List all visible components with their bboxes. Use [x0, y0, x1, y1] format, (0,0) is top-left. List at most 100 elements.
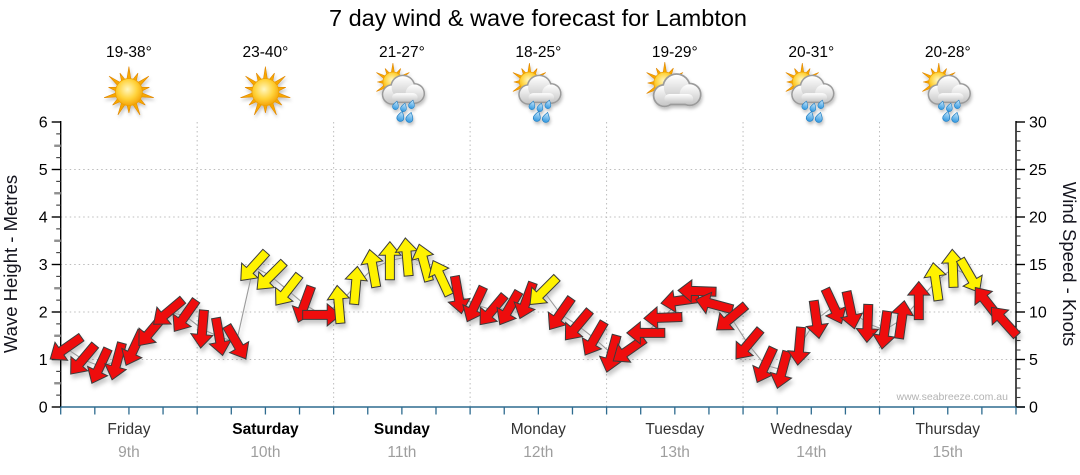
wind-arrow — [496, 288, 524, 326]
weather-icon-sunny — [240, 66, 291, 116]
day-label: Wednesday — [771, 421, 853, 438]
rain-drop — [938, 100, 945, 110]
wind-arrow — [923, 262, 948, 302]
day-label: Tuesday — [645, 421, 704, 438]
wind-arrow — [805, 299, 830, 340]
wind-arrow — [677, 278, 717, 303]
date-label: 14th — [796, 444, 826, 461]
rain-drop — [544, 99, 552, 109]
wind-arrow — [428, 259, 454, 298]
cloud-body — [528, 93, 555, 102]
wind-arrow — [786, 326, 811, 366]
day-label: Monday — [511, 421, 566, 438]
weather-icon-sun-showers — [376, 62, 426, 123]
weather-icon-sun-showers — [785, 62, 835, 123]
wind-arrow — [222, 323, 250, 360]
date-label: 11th — [387, 444, 416, 461]
day-label: Saturday — [232, 421, 299, 438]
date-label: 13th — [660, 444, 690, 461]
wind-arrow — [377, 240, 402, 281]
wind-arrow — [694, 291, 735, 315]
cloud-body — [938, 93, 964, 102]
wind-arrow — [871, 310, 896, 350]
wave-axis-tick-label: 2 — [39, 305, 48, 322]
weather-icon-sun-showers — [512, 62, 562, 123]
day-label: Sunday — [374, 421, 430, 438]
temperature-label: 18-25° — [515, 44, 561, 61]
temperature-label: 23-40° — [242, 44, 288, 61]
weather-icon-sun-showers — [922, 62, 971, 123]
wind-arrow — [564, 307, 594, 341]
wind-arrow — [302, 302, 342, 327]
wind-arrow — [411, 243, 435, 283]
date-label: 9th — [118, 444, 140, 461]
wind-arrow — [70, 341, 100, 375]
wave-axis-tick-label: 3 — [39, 257, 48, 274]
rain-drop — [801, 100, 809, 110]
wind-axis-tick-label: 20 — [1029, 210, 1047, 227]
rain-drop — [396, 110, 405, 122]
date-label: 12th — [523, 444, 553, 461]
temperature-label: 20-28° — [925, 44, 971, 61]
rain-drop — [536, 102, 544, 112]
sun-disc — [251, 78, 280, 106]
wind-arrow — [855, 303, 880, 344]
watermark: www.seabreeze.com.au — [896, 391, 1009, 403]
wind-arrow — [890, 300, 915, 340]
wind-arrow — [715, 301, 750, 331]
wind-arrow — [360, 248, 384, 289]
wind-axis-tick-label: 0 — [1029, 400, 1038, 417]
wind-axis-tick-label: 10 — [1029, 305, 1047, 322]
day-label-row: Friday 9th Saturday 10th Sunday 11th Monday 12t… — [107, 421, 980, 461]
wind-arrow — [735, 326, 765, 360]
rain-drop — [951, 111, 960, 123]
wind-arrow — [189, 309, 214, 349]
temperature-label: 19-38° — [106, 44, 152, 61]
weather-icon-sun-cloud — [646, 61, 702, 108]
wind-arrow — [769, 349, 793, 390]
temperature-label: 20-31° — [788, 44, 834, 61]
sun-rays — [103, 66, 154, 116]
cloud-body — [392, 93, 418, 102]
wind-arrow — [240, 248, 271, 282]
wave-axis-tick-label: 6 — [39, 115, 48, 132]
wind-arrow — [447, 274, 471, 315]
rain-drop — [946, 102, 953, 112]
rain-drop — [541, 111, 550, 123]
wind-axis-tick-label: 5 — [1029, 352, 1038, 369]
rain-drop — [392, 100, 399, 110]
rain-drop — [942, 110, 951, 122]
wind-arrow — [256, 258, 288, 290]
wind-arrow — [839, 289, 864, 330]
wind-axis-title: Wind Speed - Knots — [1059, 182, 1080, 347]
rain-drop — [817, 99, 825, 109]
rain-drop — [954, 99, 961, 109]
wind-axis-tick-label: 30 — [1029, 115, 1047, 132]
wave-axis-tick-label: 1 — [39, 352, 48, 369]
rain-drop — [408, 99, 415, 109]
weather-icon-row — [103, 61, 971, 123]
wind-arrow — [906, 280, 931, 321]
wind-arrow — [626, 320, 666, 345]
day-label: Thursday — [915, 421, 980, 438]
wind-arrow — [275, 271, 304, 306]
wind-arrow — [172, 296, 201, 333]
axes-layer: 0 1 2 3 4 5 6 0 5 10 15 20 25 30 — [39, 115, 1047, 417]
cloud-body — [664, 93, 694, 104]
grid-layer — [60, 122, 1016, 407]
wave-axis-tick-label: 4 — [39, 210, 48, 227]
wind-arrow — [104, 341, 128, 381]
rain-drop — [809, 102, 817, 112]
wave-axis-tick-label: 5 — [39, 162, 48, 179]
wind-arrow — [49, 332, 85, 361]
wave-axis-tick-label: 0 — [39, 400, 48, 417]
day-label: Friday — [107, 421, 150, 438]
wind-arrow — [479, 291, 509, 326]
rain-drop — [528, 100, 536, 110]
rain-drop — [400, 102, 407, 112]
wind-arrow — [643, 305, 683, 330]
wave-axis-title: Wave Height - Metres — [0, 175, 21, 353]
date-label: 10th — [250, 444, 280, 461]
